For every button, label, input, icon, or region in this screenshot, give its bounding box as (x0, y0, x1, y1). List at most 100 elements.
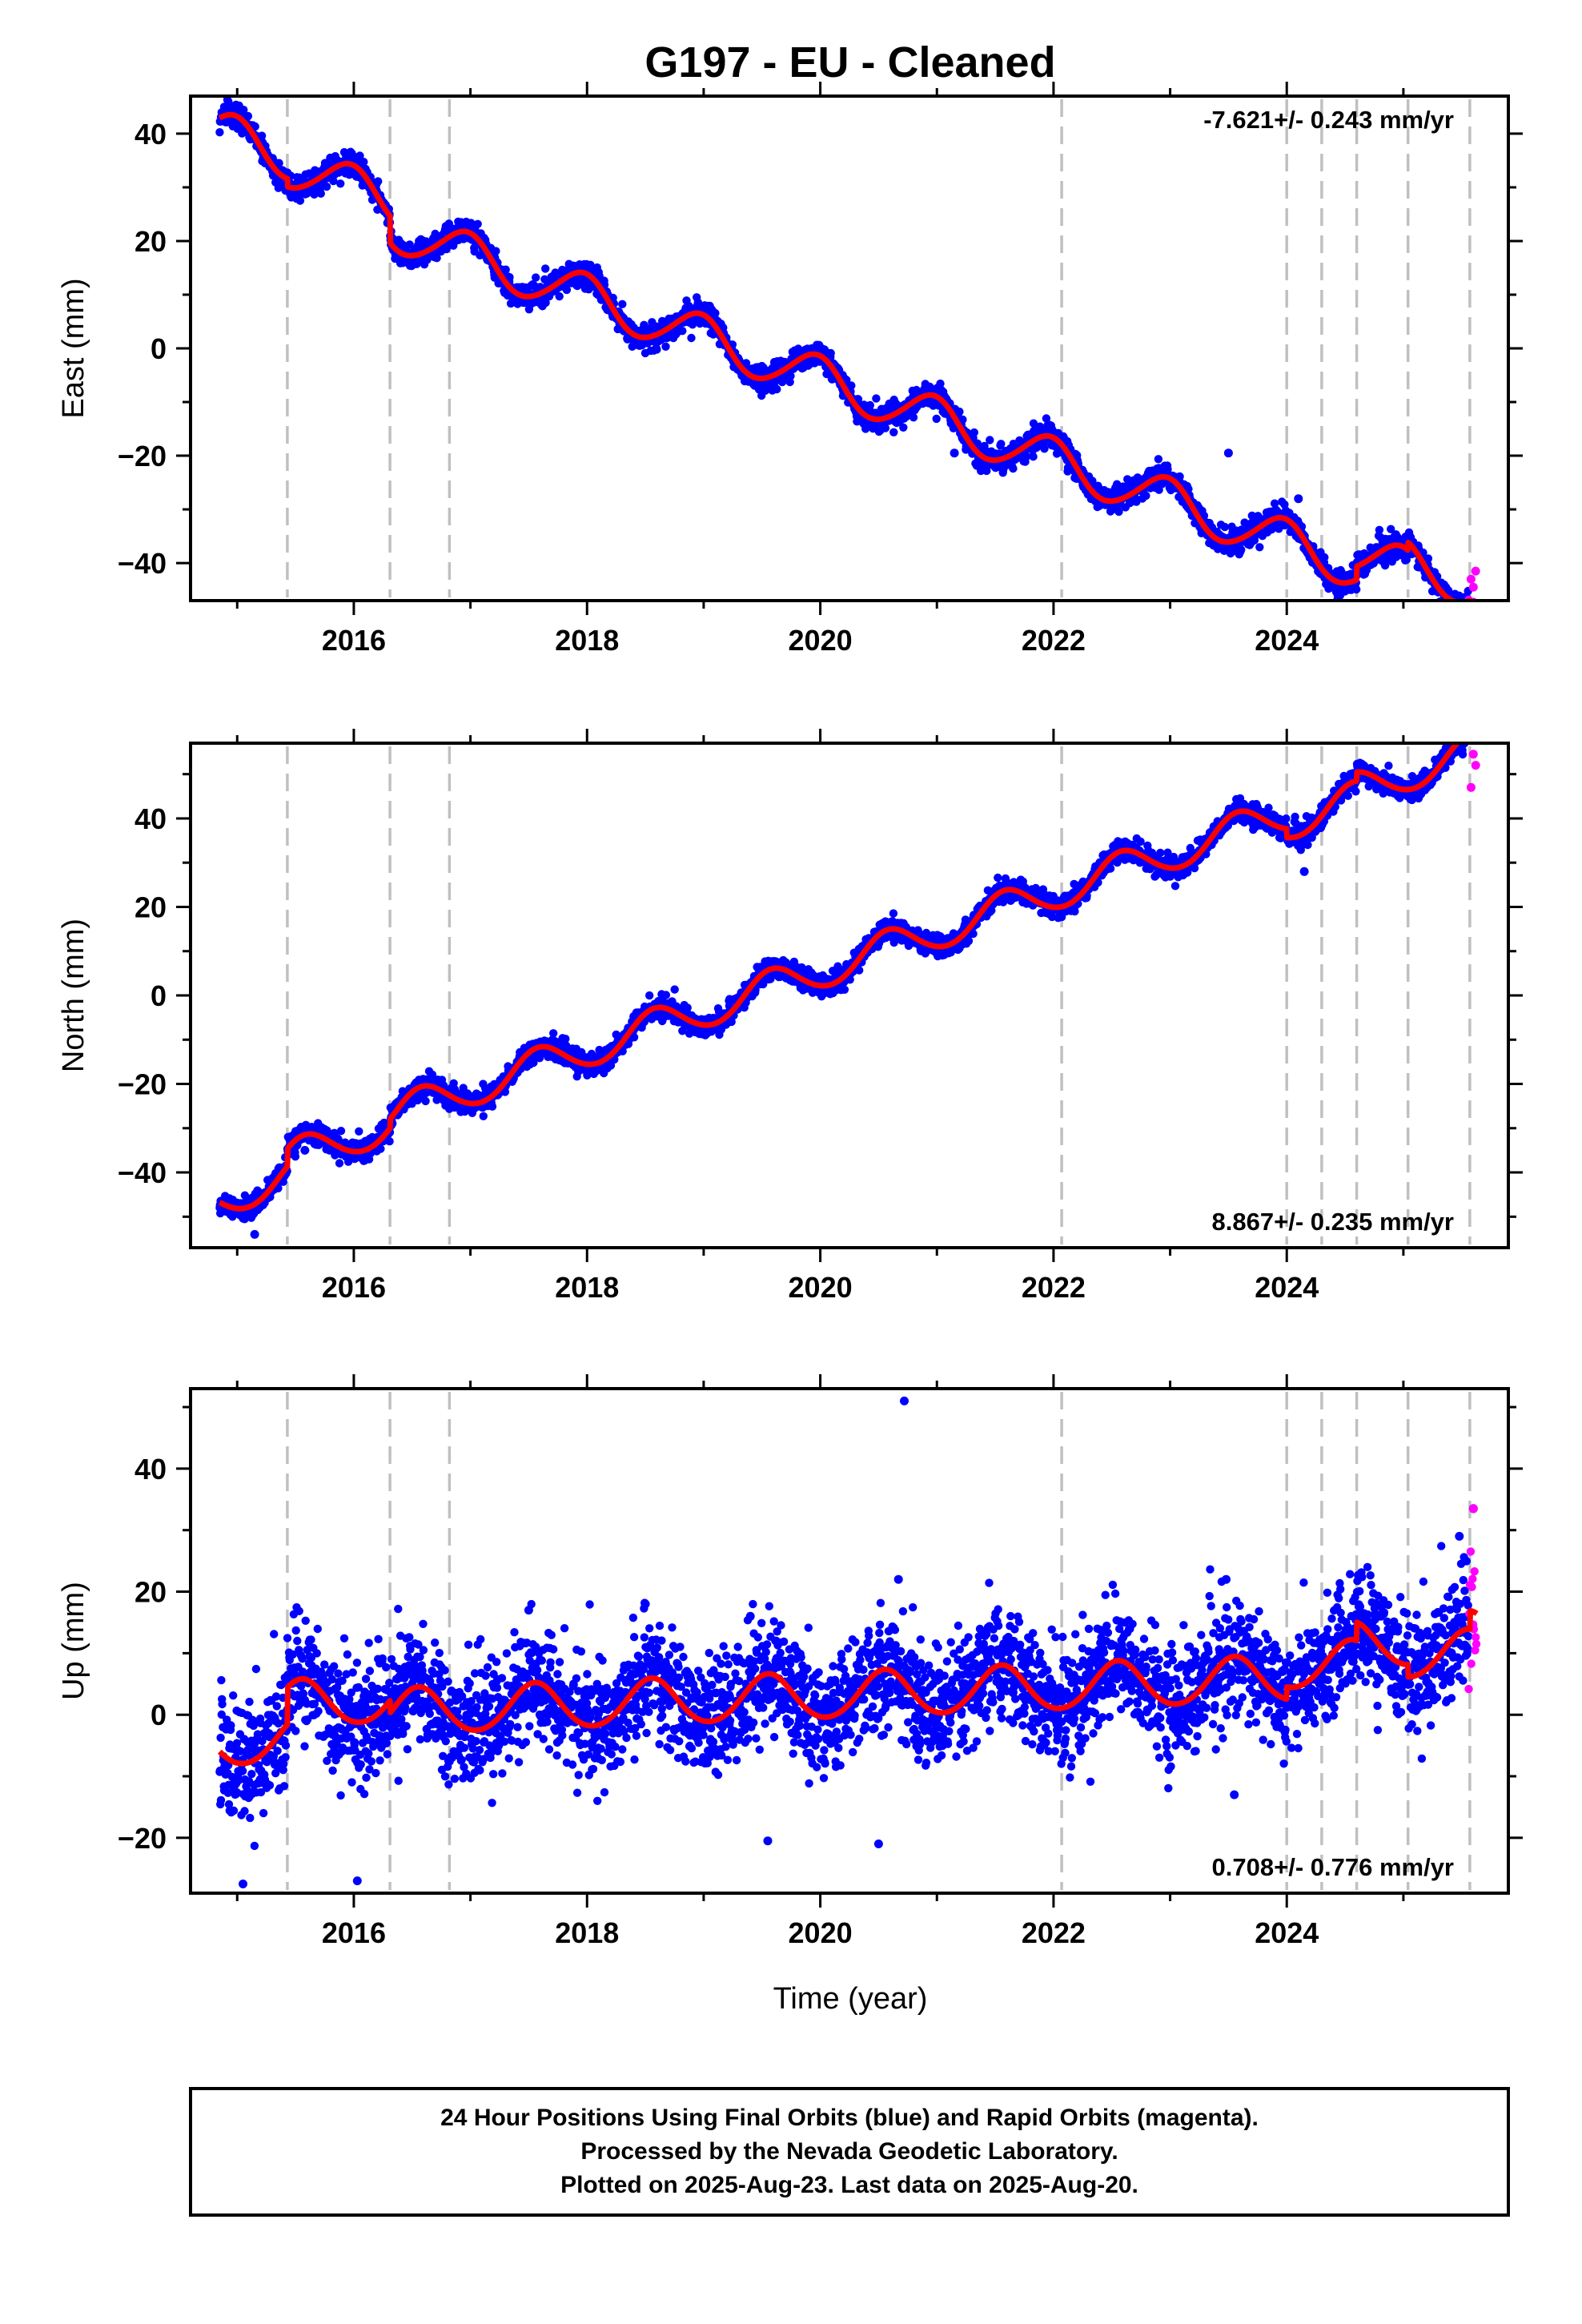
east-x-tick-label: 2016 (322, 624, 386, 657)
east-final-point (1040, 444, 1049, 453)
east-final-point (1352, 585, 1361, 594)
north-final-point (335, 1159, 344, 1168)
east-final-point (899, 423, 908, 432)
east-final-point (275, 159, 283, 167)
east-plot-frame (189, 94, 1510, 602)
east-final-point (243, 111, 253, 121)
east-final-point (355, 151, 364, 160)
east-final-point (405, 240, 414, 249)
east-y-tick-label: −40 (118, 547, 167, 580)
east-rapid-point (1471, 602, 1479, 610)
north-final-point (336, 1127, 346, 1136)
east-y-tick-label: −20 (118, 440, 167, 472)
east-final-point (661, 342, 670, 351)
figure-title: G197 - EU - Cleaned (644, 38, 1055, 86)
east-outlier-point (1294, 494, 1303, 504)
east-final-point (322, 182, 331, 191)
east-final-point (1451, 604, 1459, 612)
east-final-point (970, 428, 979, 437)
east-final-point (1375, 525, 1384, 534)
north-final-point (488, 1102, 497, 1111)
north-final-point (385, 1137, 394, 1146)
north-final-point (479, 1112, 488, 1121)
east-rapid-point (1468, 608, 1476, 616)
east-outlier-point (1223, 448, 1233, 458)
east-final-point (1255, 543, 1264, 552)
east-final-point (541, 264, 550, 273)
east-final-point (532, 273, 540, 282)
east-final-orbit-points (215, 96, 1472, 619)
east-final-point (1456, 611, 1464, 619)
east-final-point (997, 440, 1006, 448)
east-x-tick-label: 2018 (555, 624, 619, 657)
east-rapid-orbit-points (1464, 566, 1480, 630)
north-final-point (355, 1127, 363, 1136)
east-y-tick-label: 0 (151, 332, 167, 365)
east-rate-label: -7.621+/- 0.243 mm/yr (1203, 106, 1454, 134)
east-final-point (251, 122, 259, 131)
east-final-point (1460, 601, 1468, 609)
east-final-point (374, 177, 383, 186)
east-final-point (329, 176, 338, 186)
east-final-point (1447, 602, 1455, 610)
east-rapid-point (1472, 622, 1480, 630)
east-model-fit-line (217, 111, 1473, 601)
east-final-point (773, 384, 781, 394)
east-final-point (1462, 607, 1470, 615)
east-final-point (1464, 601, 1472, 609)
east-final-point (501, 265, 510, 274)
east-y-tick-label: 40 (135, 118, 167, 151)
east-final-point (1458, 602, 1466, 610)
east-final-point (473, 219, 482, 228)
east-final-point (1457, 602, 1465, 610)
east-rapid-point (1467, 614, 1475, 622)
east-final-point (1452, 606, 1460, 614)
east-final-point (359, 158, 368, 167)
east-final-point (492, 247, 500, 255)
east-final-point (316, 189, 325, 198)
east-rapid-point (1471, 605, 1479, 613)
east-rapid-point (1468, 582, 1478, 592)
east-final-point (1464, 610, 1472, 618)
east-rapid-point (1468, 620, 1476, 628)
east-final-point (555, 292, 564, 301)
east-final-point (826, 348, 835, 358)
east-x-tick-label: 2020 (789, 624, 853, 657)
east-final-point (432, 254, 441, 263)
east-final-point (678, 327, 687, 336)
east-final-point (295, 196, 305, 205)
east-final-point (618, 300, 627, 308)
east-outlier-point (950, 448, 959, 458)
east-final-point (336, 179, 345, 188)
east-final-point (1460, 602, 1468, 610)
east-y-tick-label: 20 (135, 225, 167, 258)
east-final-point (889, 428, 898, 436)
east-final-point (1452, 601, 1460, 609)
east-final-point (872, 394, 881, 403)
east-rapid-point (1466, 574, 1476, 584)
east-final-point (1450, 605, 1458, 613)
east-final-point (1461, 601, 1469, 609)
north-final-point (291, 1152, 300, 1161)
east-rapid-point (1466, 606, 1474, 614)
east-final-point (1154, 455, 1163, 464)
east-rapid-point (1472, 604, 1480, 612)
east-event-lines (286, 99, 1472, 597)
east-x-tick-label: 2022 (1022, 624, 1086, 657)
east-final-point (1453, 602, 1461, 610)
east-final-point (1237, 545, 1246, 554)
east-final-point (1320, 553, 1329, 562)
east-final-point (932, 414, 941, 424)
east-final-point (239, 106, 248, 115)
east-final-point (909, 413, 918, 422)
east-rapid-point (1471, 566, 1480, 576)
north-final-point (549, 1029, 558, 1038)
east-final-point (986, 436, 994, 444)
east-final-point (955, 407, 964, 416)
east-final-point (257, 131, 267, 140)
east-final-point (215, 128, 224, 137)
